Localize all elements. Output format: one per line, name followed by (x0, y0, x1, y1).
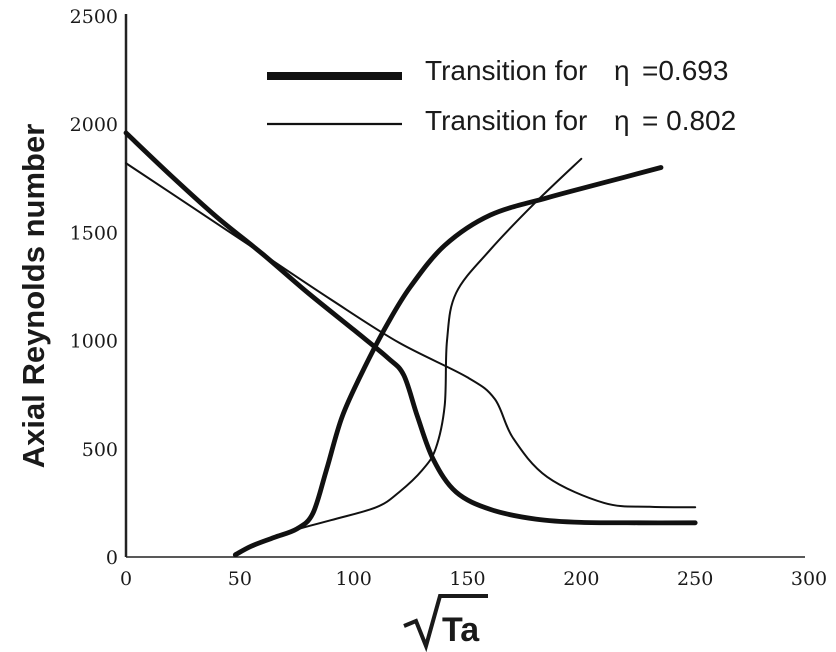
x-axis-label-text: Ta (442, 611, 480, 649)
x-tick-label: 150 (449, 568, 485, 590)
y-tick-labels: 0 500 1000 1500 2000 2500 (70, 6, 118, 569)
legend-label-2-prefix: Transition for (425, 105, 587, 136)
y-tick-label: 500 (82, 439, 118, 461)
y-axis-label: Axial Reynolds number (16, 124, 51, 469)
series-layer (123, 130, 698, 558)
series-thick-line-1 (123, 130, 698, 526)
x-tick-label: 100 (336, 568, 372, 590)
x-tick-label: 300 (791, 568, 827, 590)
legend-symbol-2: η (614, 105, 630, 136)
y-tick-label: 2000 (70, 114, 118, 136)
legend-label-1-prefix: Transition for (425, 55, 587, 86)
x-tick-label: 0 (120, 568, 132, 590)
series-thin-line-2 (234, 157, 583, 556)
x-tick-label: 250 (677, 568, 713, 590)
legend-label-2: Transition for (425, 105, 587, 136)
legend-value-2: = 0.802 (642, 105, 736, 136)
y-tick-label: 1500 (70, 222, 118, 244)
sqrt-radical-icon (403, 594, 488, 652)
x-tick-label: 50 (228, 568, 252, 590)
legend-value-1: =0.693 (642, 55, 728, 86)
y-tick-label: 2500 (70, 6, 118, 28)
series-thick-line-2 (232, 165, 664, 558)
series-thin-line-1 (125, 162, 697, 509)
legend: Transition for η =0.693 Transition for η… (267, 55, 736, 136)
x-axis-label: Ta (403, 594, 488, 652)
x-tick-labels: 0 50 100 150 200 250 300 (120, 568, 827, 590)
x-tick-label: 200 (563, 568, 599, 590)
legend-symbol-1: η (614, 55, 630, 86)
legend-label-1: Transition for (425, 55, 587, 86)
y-tick-label: 0 (106, 547, 118, 569)
y-tick-label: 1000 (70, 331, 118, 353)
